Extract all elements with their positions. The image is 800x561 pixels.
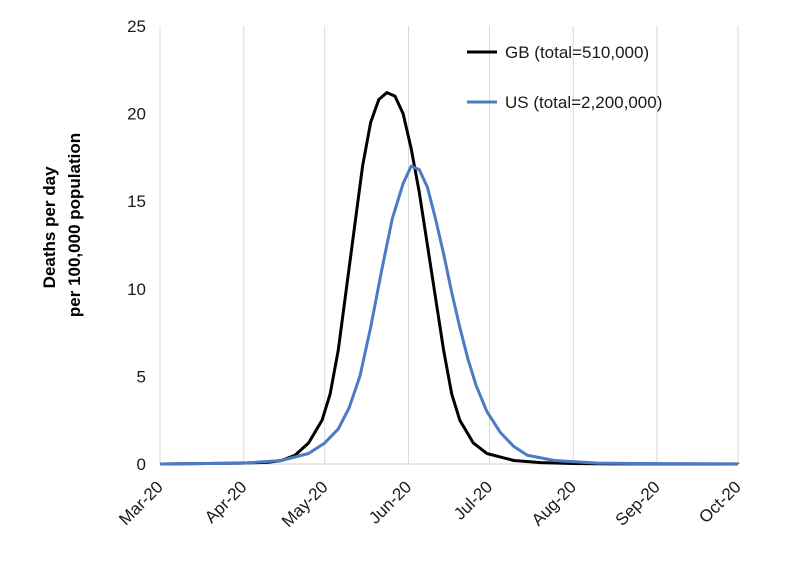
x-tick-label: Sep-20 (612, 477, 664, 529)
legend-label-us: US (total=2,200,000) (505, 93, 662, 112)
y-axis-label: Deaths per day per 100,000 population (40, 133, 84, 317)
y-tick-label: 5 (137, 367, 146, 386)
x-tick-label: Jun-20 (365, 477, 415, 527)
gridlines (159, 26, 739, 464)
y-tick-label: 10 (127, 280, 146, 299)
series-line-gb (159, 91, 739, 466)
x-tick-labels: Mar-20 Apr-20 May-20 Jun-20 Jul-20 Aug-20 Sep-… (115, 477, 745, 531)
legend-label-gb: GB (total=510,000) (505, 43, 649, 62)
x-tick-label: May-20 (278, 477, 332, 531)
y-axis-label-line-1: Deaths per day (40, 166, 59, 288)
legend: GB (total=510,000) US (total=2,200,000) (467, 43, 662, 112)
series-lines (159, 91, 740, 466)
y-tick-label: 15 (127, 192, 146, 211)
x-tick-label: Aug-20 (528, 477, 580, 529)
y-tick-labels: 0 5 10 15 20 25 (127, 17, 146, 474)
x-tick-label: Apr-20 (201, 477, 251, 527)
y-tick-label: 0 (137, 455, 146, 474)
x-tick-label: Oct-20 (695, 477, 745, 527)
x-tick-label: Mar-20 (115, 477, 167, 529)
series-line-us (159, 164, 740, 466)
x-tick-label: Jul-20 (450, 477, 496, 523)
y-axis-label-line-2: per 100,000 population (65, 133, 84, 317)
y-tick-label: 25 (127, 17, 146, 36)
y-tick-label: 20 (127, 105, 146, 124)
